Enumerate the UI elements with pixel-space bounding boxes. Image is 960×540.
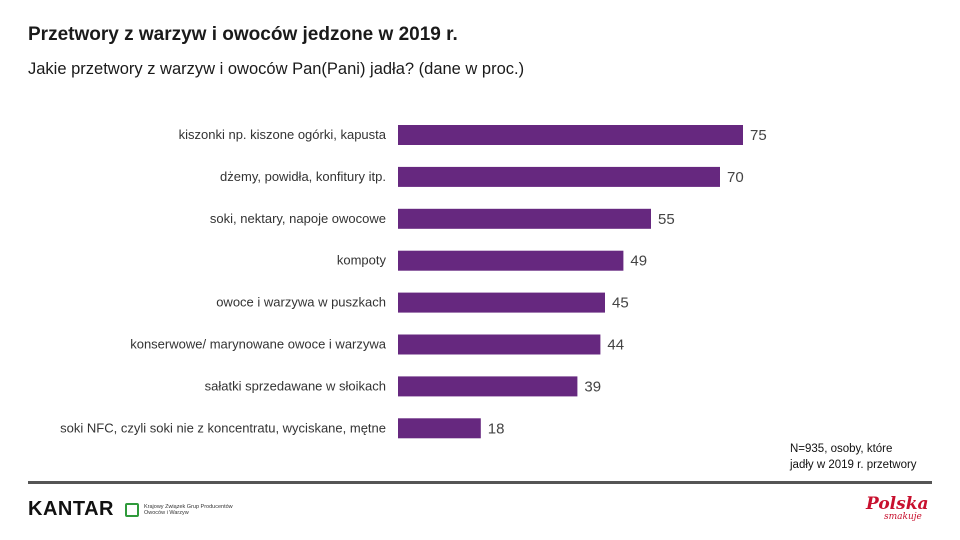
- sample-note-line-2: jadły w 2019 r. przetwory: [790, 459, 917, 471]
- sample-note: N=935, osoby, które jadły w 2019 r. prze…: [790, 441, 940, 473]
- category-label: owoce i warzywa w puszkach: [216, 295, 386, 310]
- category-label: dżemy, powidła, konfitury itp.: [220, 169, 386, 184]
- bar-8: [398, 418, 481, 439]
- value-label: 49: [630, 253, 647, 270]
- category-label: soki, nektary, napoje owocowe: [210, 211, 386, 226]
- chart-subtitle: Jakie przetwory z warzyw i owoców Pan(Pa…: [28, 60, 525, 78]
- bar-4: [398, 250, 624, 271]
- bar-6: [398, 334, 601, 355]
- footer-divider: [28, 481, 932, 484]
- value-label: 55: [658, 211, 675, 228]
- association-mark-icon: [125, 503, 139, 517]
- bar-3: [398, 208, 651, 229]
- category-label: soki NFC, czyli soki nie z koncentratu, …: [60, 420, 386, 435]
- association-name: Krajowy Związek Grup Producentów Owoców …: [144, 503, 233, 517]
- category-label: konserwowe/ marynowane owoce i warzywa: [130, 337, 387, 352]
- bar-5: [398, 292, 605, 313]
- polska-smakuje-logo: Polska: [866, 494, 929, 514]
- category-label: sałatki sprzedawane w słoikach: [205, 378, 386, 393]
- bar-7: [398, 376, 578, 397]
- bar-2: [398, 166, 720, 187]
- association-logo: Krajowy Związek Grup Producentów Owoców …: [125, 503, 254, 517]
- value-label: 39: [584, 378, 601, 395]
- value-label: 75: [750, 127, 767, 144]
- value-label: 44: [607, 337, 624, 354]
- bar-1: [398, 125, 743, 145]
- value-label: 70: [727, 169, 744, 186]
- value-label: 45: [612, 295, 629, 312]
- kantar-logo: KANTAR: [28, 498, 114, 520]
- value-label: 18: [488, 420, 505, 437]
- bar-chart: kiszonki np. kiszone ogórki, kapusta 75 dż…: [60, 125, 767, 439]
- sample-note-line-1: N=935, osoby, które: [790, 443, 893, 455]
- category-label: kiszonki np. kiszone ogórki, kapusta: [179, 127, 387, 142]
- chart-title: Przetwory z warzyw i owoców jedzone w 20…: [28, 24, 458, 45]
- category-label: kompoty: [337, 253, 387, 268]
- polska-smakuje-tagline: smakuje: [884, 512, 922, 522]
